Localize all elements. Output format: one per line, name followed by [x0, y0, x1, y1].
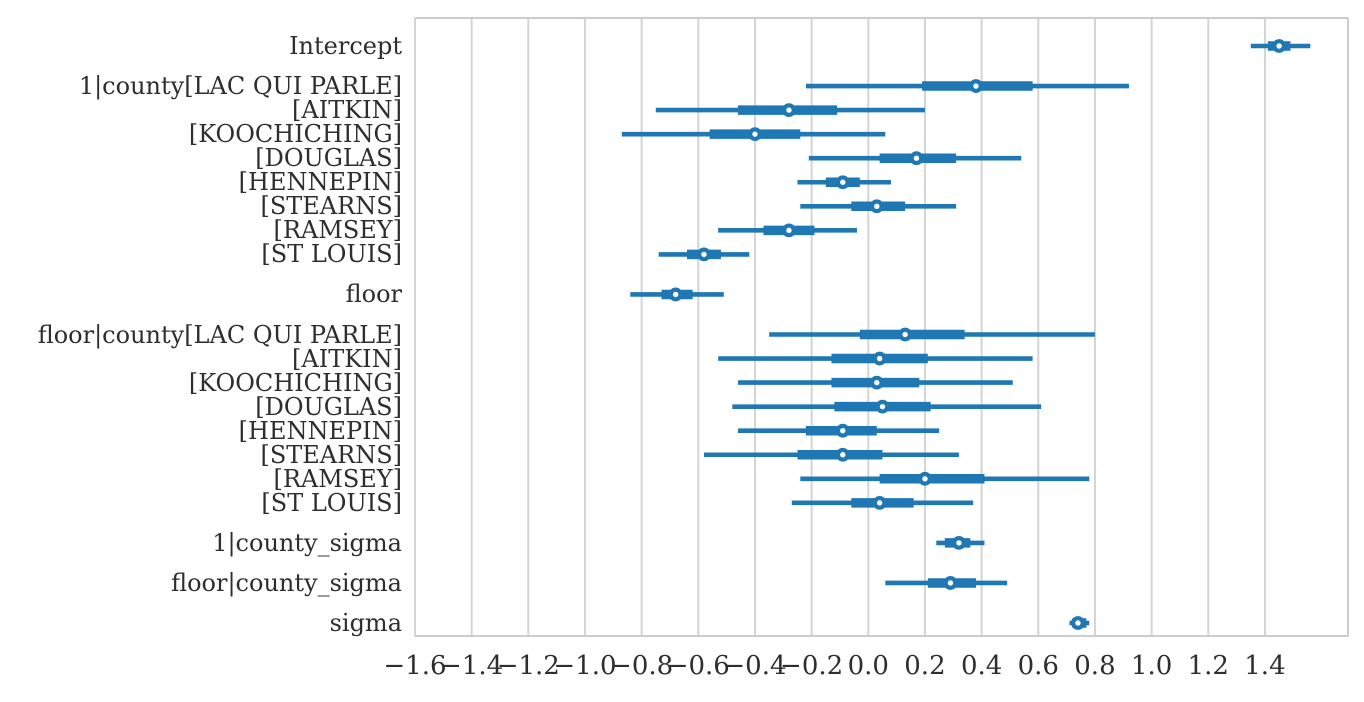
- y-tick-label: [ST LOUIS]: [261, 240, 402, 269]
- median-marker: [782, 223, 796, 238]
- x-tick-label: 1.2: [1187, 651, 1229, 681]
- y-tick-label: sigma: [329, 609, 402, 637]
- y-tick-label: floor: [345, 280, 402, 309]
- median-marker: [952, 536, 966, 550]
- median-marker: [869, 199, 884, 214]
- x-tick-label: −0.4: [723, 651, 787, 681]
- median-marker: [1272, 39, 1287, 53]
- median-marker: [872, 495, 887, 510]
- y-tick-label: [RAMSEY]: [273, 464, 402, 493]
- median-marker: [835, 423, 850, 438]
- y-tick-label: floor|county_sigma: [171, 568, 402, 597]
- median-marker: [872, 351, 887, 366]
- y-tick-label: floor|county[LAC QUI PARLE]: [37, 320, 402, 349]
- y-tick-label: [KOOCHICHING]: [188, 120, 402, 149]
- median-marker: [668, 287, 683, 302]
- median-marker: [898, 327, 913, 342]
- x-tick-label: −0.2: [780, 651, 844, 681]
- x-tick-label: −1.2: [496, 651, 560, 681]
- median-marker: [835, 447, 850, 462]
- x-tick-label: 0.0: [847, 651, 889, 681]
- y-tick-label: [HENNEPIN]: [238, 168, 402, 197]
- median-marker: [875, 399, 890, 414]
- x-tick-label: −0.6: [666, 651, 730, 681]
- median-marker: [943, 576, 958, 590]
- median-marker: [918, 471, 932, 486]
- y-tick-label: [DOUGLAS]: [255, 144, 402, 173]
- y-tick-label: [AITKIN]: [292, 96, 402, 125]
- median-marker: [748, 127, 762, 142]
- y-tick-label: [RAMSEY]: [273, 216, 402, 245]
- median-marker: [1071, 616, 1085, 630]
- y-tick-label: [HENNEPIN]: [238, 416, 402, 445]
- median-marker: [869, 375, 884, 390]
- y-tick-label: [AITKIN]: [292, 344, 402, 373]
- y-tick-label: [KOOCHICHING]: [188, 368, 402, 397]
- median-marker: [835, 175, 850, 190]
- x-tick-label: −1.4: [440, 651, 504, 681]
- median-marker: [782, 103, 796, 117]
- median-marker: [697, 247, 711, 262]
- y-tick-label: Intercept: [289, 32, 402, 60]
- y-tick-label: [STEARNS]: [260, 440, 402, 469]
- x-tick-label: 1.0: [1130, 651, 1173, 681]
- x-tick-label: 0.8: [1074, 651, 1116, 681]
- x-tick-label: −0.8: [610, 651, 674, 681]
- median-marker: [909, 151, 924, 166]
- x-tick-label: −1.0: [553, 651, 617, 681]
- x-tick-label: 0.4: [960, 651, 1003, 681]
- y-tick-label: [ST LOUIS]: [261, 488, 402, 517]
- y-tick-label: [STEARNS]: [260, 192, 402, 221]
- x-tick-label: 1.4: [1244, 651, 1286, 681]
- y-tick-label: 1|county_sigma: [212, 528, 402, 557]
- y-tick-label: [DOUGLAS]: [255, 392, 402, 421]
- x-tick-label: 0.6: [1017, 651, 1059, 681]
- median-marker: [969, 79, 983, 93]
- x-tick-label: −1.6: [383, 651, 447, 681]
- x-tick-label: 0.2: [904, 651, 946, 681]
- y-tick-label: 1|county[LAC QUI PARLE]: [78, 72, 402, 101]
